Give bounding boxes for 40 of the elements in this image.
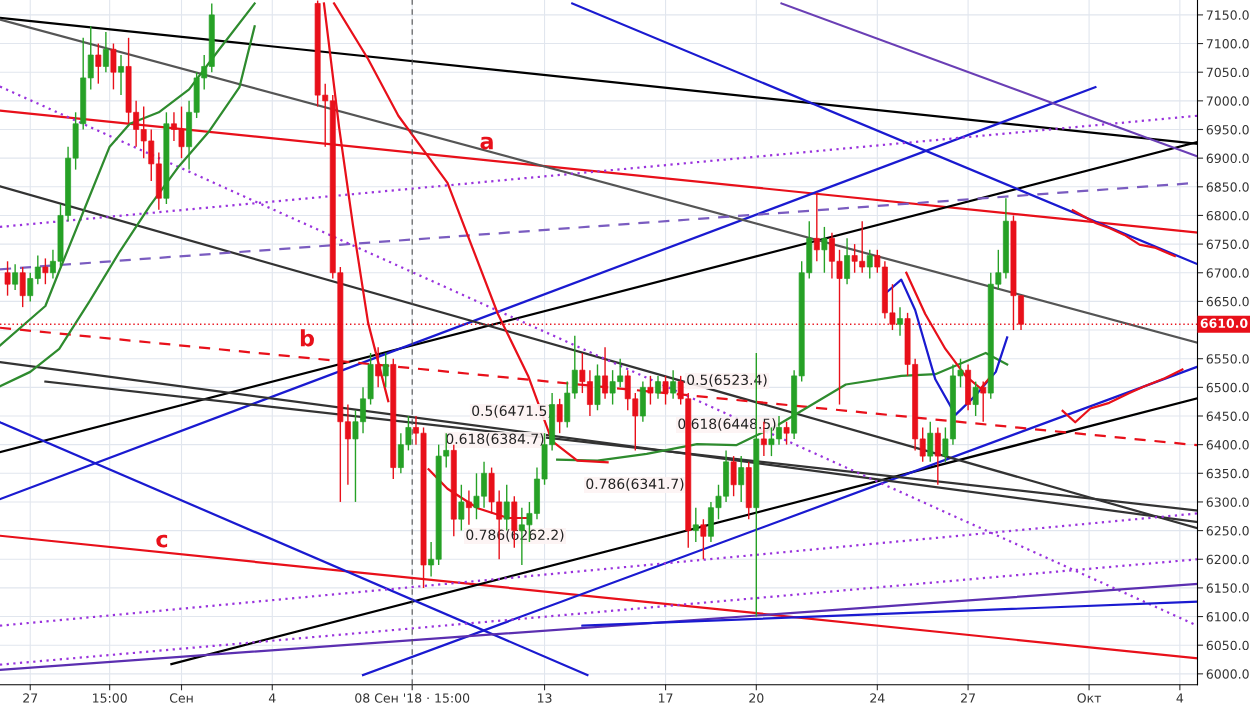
y-tick-label: 6400.0	[1206, 440, 1249, 450]
annotation: c	[156, 534, 168, 548]
y-tick-label: 6700.0	[1206, 268, 1249, 278]
y-tick-label: 6650.0	[1206, 296, 1249, 307]
x-tick-label: 24	[870, 693, 885, 703]
y-tick-label: 6800.0	[1206, 210, 1249, 221]
y-tick-label: 6850.0	[1206, 182, 1249, 192]
y-tick-label: 6150.0	[1206, 583, 1249, 593]
x-tick-label: 4	[1176, 693, 1184, 703]
y-tick-label: 6450.0	[1206, 411, 1249, 421]
ref-line-label: 6610.0	[1200, 318, 1248, 328]
x-tick-label: 15:00	[93, 693, 127, 703]
annotation: b	[300, 329, 314, 347]
annotation: 0.786(6341.7)	[586, 478, 684, 491]
y-tick-label: 7000.0	[1206, 96, 1249, 106]
x-tick-label: 27	[961, 693, 975, 703]
y-tick-label: 6350.0	[1206, 468, 1249, 479]
x-tick-label: Окт	[1077, 693, 1102, 703]
y-tick-label: 6750.0	[1206, 239, 1249, 250]
y-tick-label: 6050.0	[1206, 640, 1249, 651]
y-tick-label: 6100.0	[1206, 612, 1249, 622]
x-tick-label: 17	[658, 693, 673, 703]
x-tick-label: 27	[23, 693, 38, 703]
y-tick-label: 6900.0	[1206, 153, 1249, 164]
x-tick-label: 20	[749, 693, 764, 703]
y-tick-label: 6550.0	[1206, 354, 1249, 364]
y-tick-label: 7100.0	[1206, 39, 1249, 49]
y-tick-label: 7050.0	[1206, 67, 1249, 78]
x-tick-label: 4	[268, 693, 276, 703]
y-tick-label: 6250.0	[1206, 526, 1249, 536]
y-tick-label: 6200.0	[1206, 554, 1249, 565]
y-tick-label: 6500.0	[1206, 382, 1249, 393]
annotation: a	[480, 136, 493, 150]
y-tick-label: 7150.0	[1206, 10, 1249, 20]
x-tick-label: 13	[537, 693, 552, 703]
x-tick-label: Сен	[169, 693, 193, 703]
y-tick-label: 6300.0	[1206, 497, 1249, 507]
x-tick-label: 08 Сен '18 · 15:00	[355, 693, 470, 703]
y-tick-label: 6950.0	[1206, 124, 1249, 135]
y-tick-label: 6000.0	[1206, 669, 1249, 679]
